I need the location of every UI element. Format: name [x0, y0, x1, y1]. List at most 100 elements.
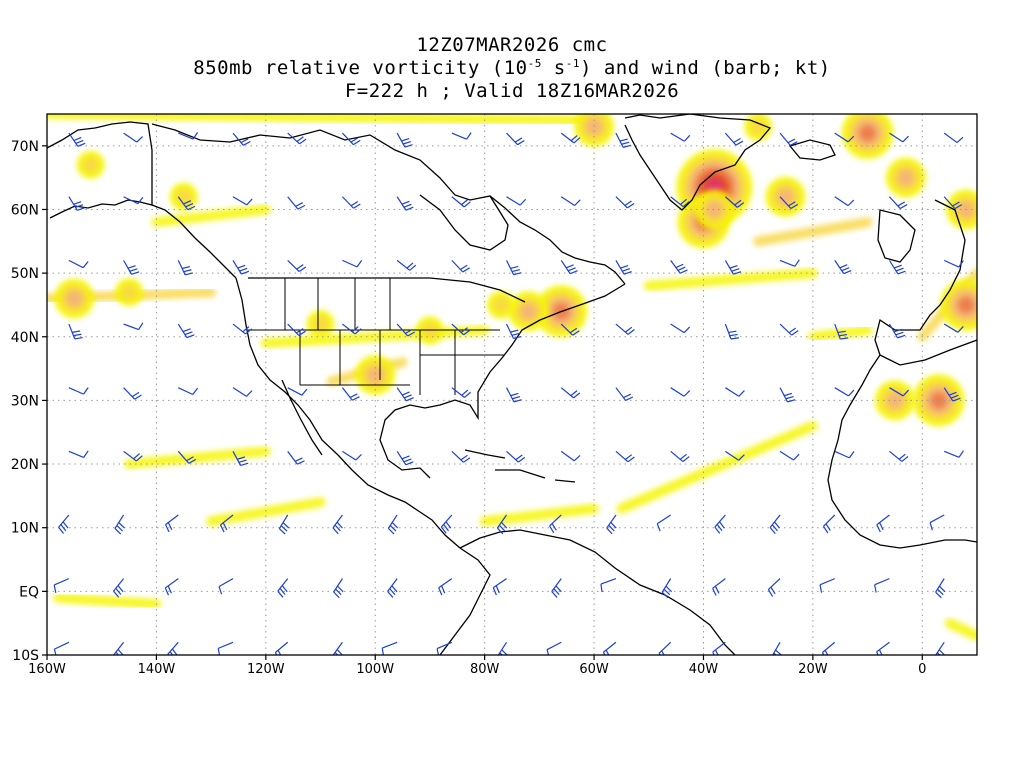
wind-barb — [670, 323, 691, 334]
wind-barb — [451, 387, 471, 398]
wind-barb — [505, 323, 522, 340]
wind-barb — [779, 132, 798, 146]
y-tick-label: 30N — [11, 393, 39, 409]
wind-barb — [396, 196, 414, 211]
x-tick-label: 80W — [470, 662, 500, 677]
wind-barb — [177, 323, 195, 339]
us-state-lines — [248, 278, 505, 395]
wind-barb — [232, 451, 249, 467]
wind-barb — [396, 132, 413, 148]
wind-barb — [615, 323, 635, 335]
coast-canada-arctic — [151, 123, 626, 285]
wind-barb — [943, 196, 963, 210]
wind-barb — [68, 387, 89, 395]
wind-barb — [929, 514, 945, 531]
wind-barb — [712, 641, 726, 655]
vorticity-blob — [312, 316, 329, 333]
wind-barb — [615, 196, 635, 209]
wind-barb — [113, 578, 125, 598]
wind-barb — [287, 450, 305, 465]
vorticity-blob — [367, 366, 384, 383]
wind-barb — [724, 323, 739, 340]
vorticity-blob — [897, 169, 914, 186]
vorticity-blob — [586, 118, 603, 135]
wind-barb — [123, 450, 143, 462]
wind-barb — [615, 260, 632, 275]
wind-barb — [560, 323, 580, 336]
wind-barb — [822, 514, 836, 534]
vorticity-blob — [66, 290, 83, 307]
wind-barb — [505, 260, 522, 276]
wind-barb — [874, 578, 890, 593]
x-tick-label: 160W — [28, 662, 66, 677]
wind-barb — [342, 450, 362, 461]
wind-barb — [606, 514, 617, 535]
wind-barb — [656, 514, 671, 532]
wind-barb — [834, 323, 849, 340]
wind-barb — [834, 196, 855, 207]
wind-barb — [943, 132, 964, 144]
wind-barb — [165, 514, 179, 533]
coast-hudson-bay — [419, 194, 509, 251]
wind-barb — [506, 196, 527, 206]
vorticity-blob — [520, 303, 537, 320]
wind-barb — [771, 641, 782, 655]
wind-barb — [943, 450, 964, 458]
y-tick-label: 70N — [11, 139, 39, 155]
coast-south-america — [439, 529, 736, 655]
wind-barb — [889, 387, 910, 397]
wind-barb — [278, 514, 290, 535]
vorticity-band — [616, 420, 818, 514]
wind-barb — [602, 641, 617, 655]
wind-barb — [387, 514, 399, 535]
wind-barb — [551, 578, 562, 598]
wind-barb — [333, 578, 344, 599]
wind-barb — [546, 641, 562, 655]
y-tick-label: 10N — [11, 521, 39, 537]
wind-barb — [496, 514, 508, 535]
wind-barb — [725, 450, 745, 461]
wind-barb — [113, 641, 125, 655]
wind-barb — [935, 578, 946, 599]
wind-barb — [232, 387, 253, 397]
vorticity-blob — [750, 118, 767, 135]
wind-barb — [658, 641, 672, 655]
wind-barb — [779, 450, 800, 461]
wind-barb — [505, 387, 522, 403]
wind-barb — [779, 387, 796, 403]
wind-barb — [712, 578, 726, 596]
wind-barb — [177, 450, 197, 464]
chart-title-line-1: 12Z07MAR2026 cmc — [416, 34, 608, 56]
vorticity-band — [47, 114, 600, 126]
vorticity-band — [753, 217, 873, 247]
wind-barb — [560, 196, 581, 206]
coast-iceland — [788, 139, 836, 161]
wind-barb — [670, 260, 688, 274]
vorticity-shading — [47, 114, 977, 641]
wind-barb — [779, 323, 799, 336]
wind-barb — [876, 514, 890, 533]
wind-barb — [506, 450, 526, 463]
wind-barb — [492, 578, 507, 596]
wind-barb — [834, 387, 855, 397]
wind-barb — [68, 450, 89, 459]
wind-barb — [342, 323, 362, 335]
wind-barb — [332, 641, 344, 655]
wind-barb — [123, 196, 144, 205]
wind-barb — [53, 641, 70, 655]
wind-barb — [834, 450, 855, 459]
vorticity-band — [643, 268, 818, 291]
y-tick-label: 40N — [11, 330, 39, 346]
wind-barb — [436, 641, 453, 655]
wind-barb — [396, 259, 417, 271]
wind-barb — [834, 132, 855, 143]
wind-barb — [834, 260, 852, 275]
wind-barb — [451, 450, 471, 463]
coast-alaska-panhandle — [151, 204, 237, 279]
vorticity-band — [944, 618, 977, 641]
coast-us-east — [379, 283, 626, 479]
vorticity-blob — [706, 201, 723, 218]
y-tick-label: EQ — [19, 584, 39, 600]
wind-barb — [396, 451, 414, 466]
